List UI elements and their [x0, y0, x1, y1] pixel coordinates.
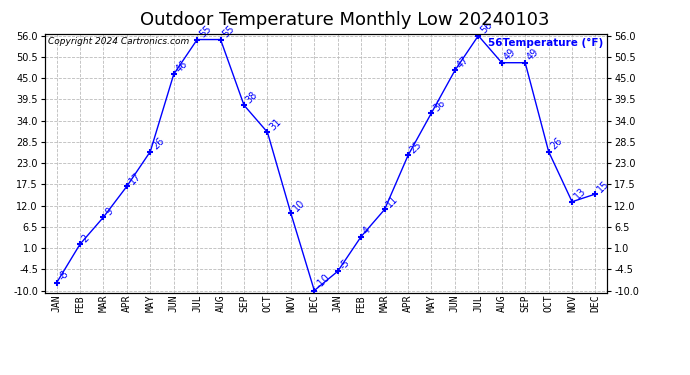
Text: 55: 55: [197, 24, 213, 39]
Text: 26: 26: [549, 136, 564, 152]
Text: 15: 15: [595, 178, 611, 194]
Text: 4: 4: [361, 225, 373, 237]
Text: 36: 36: [431, 97, 447, 113]
Text: 47: 47: [455, 55, 471, 70]
Text: 9: 9: [104, 206, 115, 217]
Text: Outdoor Temperature Monthly Low 20240103: Outdoor Temperature Monthly Low 20240103: [140, 11, 550, 29]
Text: -10: -10: [315, 272, 333, 291]
Text: 38: 38: [244, 90, 259, 105]
Text: 56Temperature (°F): 56Temperature (°F): [489, 38, 604, 48]
Text: 13: 13: [572, 186, 588, 202]
Text: 46: 46: [174, 58, 190, 74]
Text: 26: 26: [150, 136, 166, 152]
Text: 56: 56: [478, 20, 494, 36]
Text: 49: 49: [502, 47, 518, 63]
Text: Copyright 2024 Cartronics.com: Copyright 2024 Cartronics.com: [48, 38, 190, 46]
Text: 55: 55: [221, 24, 237, 39]
Text: 25: 25: [408, 140, 424, 155]
Text: -5: -5: [337, 257, 352, 271]
Text: 11: 11: [384, 194, 400, 210]
Text: -8: -8: [57, 269, 70, 283]
Text: 2: 2: [80, 233, 92, 244]
Text: 31: 31: [268, 117, 283, 132]
Text: 49: 49: [525, 47, 541, 63]
Text: 17: 17: [127, 171, 143, 186]
Text: 10: 10: [291, 198, 306, 213]
